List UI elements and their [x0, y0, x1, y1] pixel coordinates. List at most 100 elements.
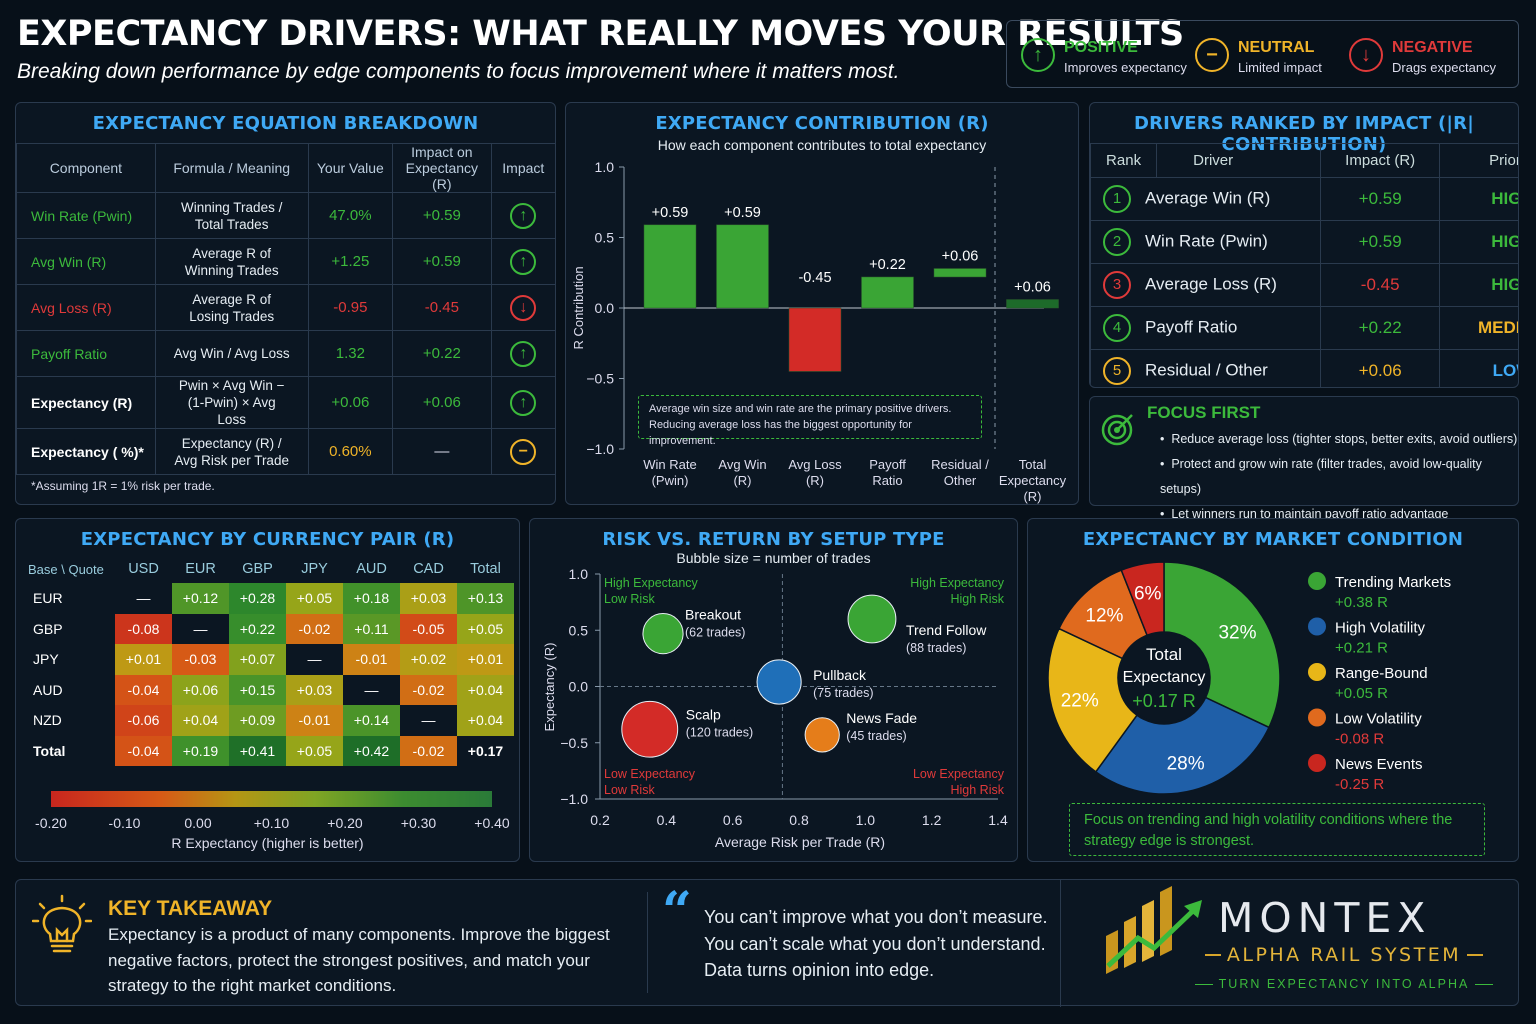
legend-value: +0.21 R	[1335, 640, 1388, 657]
component-cell: Avg Loss (R)	[16, 284, 156, 331]
row-label: NZD	[25, 705, 115, 736]
impact-cell: +0.22	[392, 330, 492, 377]
table-row: Win Rate (Pwin) Winning Trades / Total Tr…	[16, 192, 557, 239]
center-label: Total	[1146, 645, 1182, 664]
impact-cell: -0.45	[392, 284, 492, 331]
bubble-trades: (88 trades)	[906, 641, 966, 655]
panel-subtitle: Bubble size = number of trades	[676, 550, 871, 566]
scale-tick: 0.00	[184, 815, 211, 831]
quadrant-label: Low Risk	[604, 592, 655, 606]
legend-desc: Improves expectancy	[1064, 60, 1187, 75]
donut-slice	[1120, 561, 1165, 637]
row-label: Total	[25, 735, 115, 766]
x-tick-label: 1.4	[988, 812, 1008, 828]
bar-value-label: +0.59	[652, 205, 689, 221]
component-cell: Win Rate (Pwin)	[16, 192, 156, 239]
heatmap-cell: -0.04	[115, 674, 172, 705]
heatmap-cell: +0.42	[343, 735, 400, 766]
column-header: USD	[128, 561, 159, 577]
slice-percent: 22%	[1061, 691, 1099, 712]
panel-title: EXPECTANCY BY CURRENCY PAIR (R)	[80, 529, 455, 550]
legend-label: POSITIVE	[1064, 39, 1138, 56]
heatmap-row: EUR — +0.12 +0.28 +0.05 +0.18 +0.03 +0.13	[25, 583, 514, 614]
column-header: AUD	[356, 561, 387, 577]
impact-icon-cell: −	[490, 428, 557, 475]
panel-title: EXPECTANCY CONTRIBUTION (R)	[655, 113, 989, 134]
brand-sub: ALPHA RAIL SYSTEM	[1198, 944, 1490, 966]
driver-name: Average Loss (R)	[1145, 274, 1277, 294]
focus-item: • Reduce average loss (tighter stops, be…	[1160, 432, 1518, 446]
heatmap-cell: +0.03	[286, 674, 343, 705]
donut-slice	[1047, 627, 1139, 773]
scale-tick: -0.20	[35, 815, 67, 831]
priority-cell: HIGH	[1438, 263, 1518, 307]
heatmap-cell: +0.17	[457, 735, 514, 766]
impact-cell: +0.06	[1320, 349, 1440, 387]
bubble-trades: (75 trades)	[813, 686, 873, 700]
market-panel: EXPECTANCY BY MARKET CONDITION 32% Trendi…	[1027, 518, 1519, 862]
formula-cell: Pwin × Avg Win − (1-Pwin) × Avg Loss	[154, 376, 309, 429]
y-tick-label: 1.0	[595, 159, 615, 175]
heatmap-cell: +0.09	[229, 705, 286, 736]
slice-percent: 6%	[1134, 584, 1162, 605]
column-header: Impact	[490, 143, 557, 193]
table-row: 4 Payoff Ratio +0.22MEDIUM	[1090, 306, 1518, 350]
slice-percent: 32%	[1218, 622, 1256, 643]
x-tick-label: (Pwin)	[652, 473, 689, 488]
legend-value: +0.38 R	[1335, 594, 1388, 611]
table-row: 3 Average Loss (R) -0.45HIGH	[1090, 263, 1518, 307]
quadrant-label: High Expectancy	[910, 576, 1005, 590]
bar	[861, 276, 914, 309]
legend-swatch	[1308, 754, 1326, 772]
heatmap-table: Base \ Quote USD EUR GBP JPY AUD CAD Total EUR —…	[25, 555, 514, 766]
x-tick-label: 0.2	[590, 812, 610, 828]
chart-note: Average win size and win rate are the pr…	[638, 395, 982, 447]
bar-value-label: +0.06	[942, 249, 979, 265]
x-tick-label: Payoff	[869, 457, 906, 472]
driver-cell: 3 Average Loss (R)	[1090, 263, 1322, 307]
focus-item: • Let winners run to maintain payoff rat…	[1160, 507, 1449, 521]
focus-title: FOCUS FIRST	[1147, 403, 1261, 422]
quote-icon: “	[662, 881, 692, 942]
brand-name: MONTEX	[1218, 894, 1432, 942]
note-line: Reducing average loss has the biggest op…	[649, 419, 912, 447]
heatmap-cell: +0.02	[400, 644, 457, 675]
footer-panel: KEY TAKEAWAY Expectancy is a product of …	[15, 879, 1519, 1007]
impact-icon-cell: ↑	[490, 330, 557, 377]
heatmap-cell: -0.02	[286, 613, 343, 644]
bubble	[847, 594, 897, 644]
bar	[788, 307, 842, 372]
panel-subtitle: How each component contributes to total …	[657, 137, 987, 153]
heatmap-cell: -0.08	[115, 613, 172, 644]
takeaway-text: Expectancy is a product of many componen…	[108, 925, 610, 995]
priority-cell: LOW	[1438, 349, 1518, 387]
bubble	[804, 717, 840, 753]
target-icon	[1101, 414, 1133, 446]
heatmap-panel: EXPECTANCY BY CURRENCY PAIR (R) Base \ Q…	[15, 518, 520, 862]
column-header: Your Value	[307, 143, 394, 193]
row-label: AUD	[25, 674, 115, 705]
scale-tick: +0.20	[327, 815, 363, 831]
row-label: GBP	[25, 613, 115, 644]
y-axis-label: Expectancy (R)	[542, 643, 557, 732]
heatmap-row: NZD -0.06 +0.04 +0.09 -0.01 +0.14— +0.04	[25, 705, 514, 736]
rank-badge: 2	[1103, 228, 1131, 256]
focus-item: • Protect and grow win rate (filter trad…	[1160, 457, 1482, 496]
quote-line: Data turns opinion into edge.	[704, 960, 935, 980]
impact-cell: -0.45	[1320, 263, 1440, 307]
y-tick-label: −0.5	[560, 735, 588, 751]
bar-value-label: +0.59	[724, 205, 761, 221]
heatmap-cell: +0.11	[343, 613, 400, 644]
scale-gradient	[51, 791, 492, 807]
legend-desc: Drags expectancy	[1392, 60, 1497, 75]
bubble-label: Trend Follow	[906, 622, 987, 638]
ranked-panel: DRIVERS RANKED BY IMPACT (|R| CONTRIBUTI…	[1089, 102, 1519, 388]
quote-line: You can’t scale what you don’t understan…	[704, 933, 1046, 954]
color-scale: -0.20 -0.10 0.00 +0.10 +0.20 +0.30 +0.40	[35, 791, 510, 831]
heatmap-cell: -0.06	[115, 705, 172, 736]
table-row: Expectancy (R) Pwin × Avg Win − (1-Pwin) …	[16, 376, 557, 429]
center-value: +0.17 R	[1132, 691, 1196, 711]
bubble	[621, 700, 679, 758]
column-header: Priority	[1438, 143, 1518, 178]
table-row: Payoff Ratio Avg Win / Avg Loss 1.32 +0.22 ↑	[16, 330, 557, 377]
